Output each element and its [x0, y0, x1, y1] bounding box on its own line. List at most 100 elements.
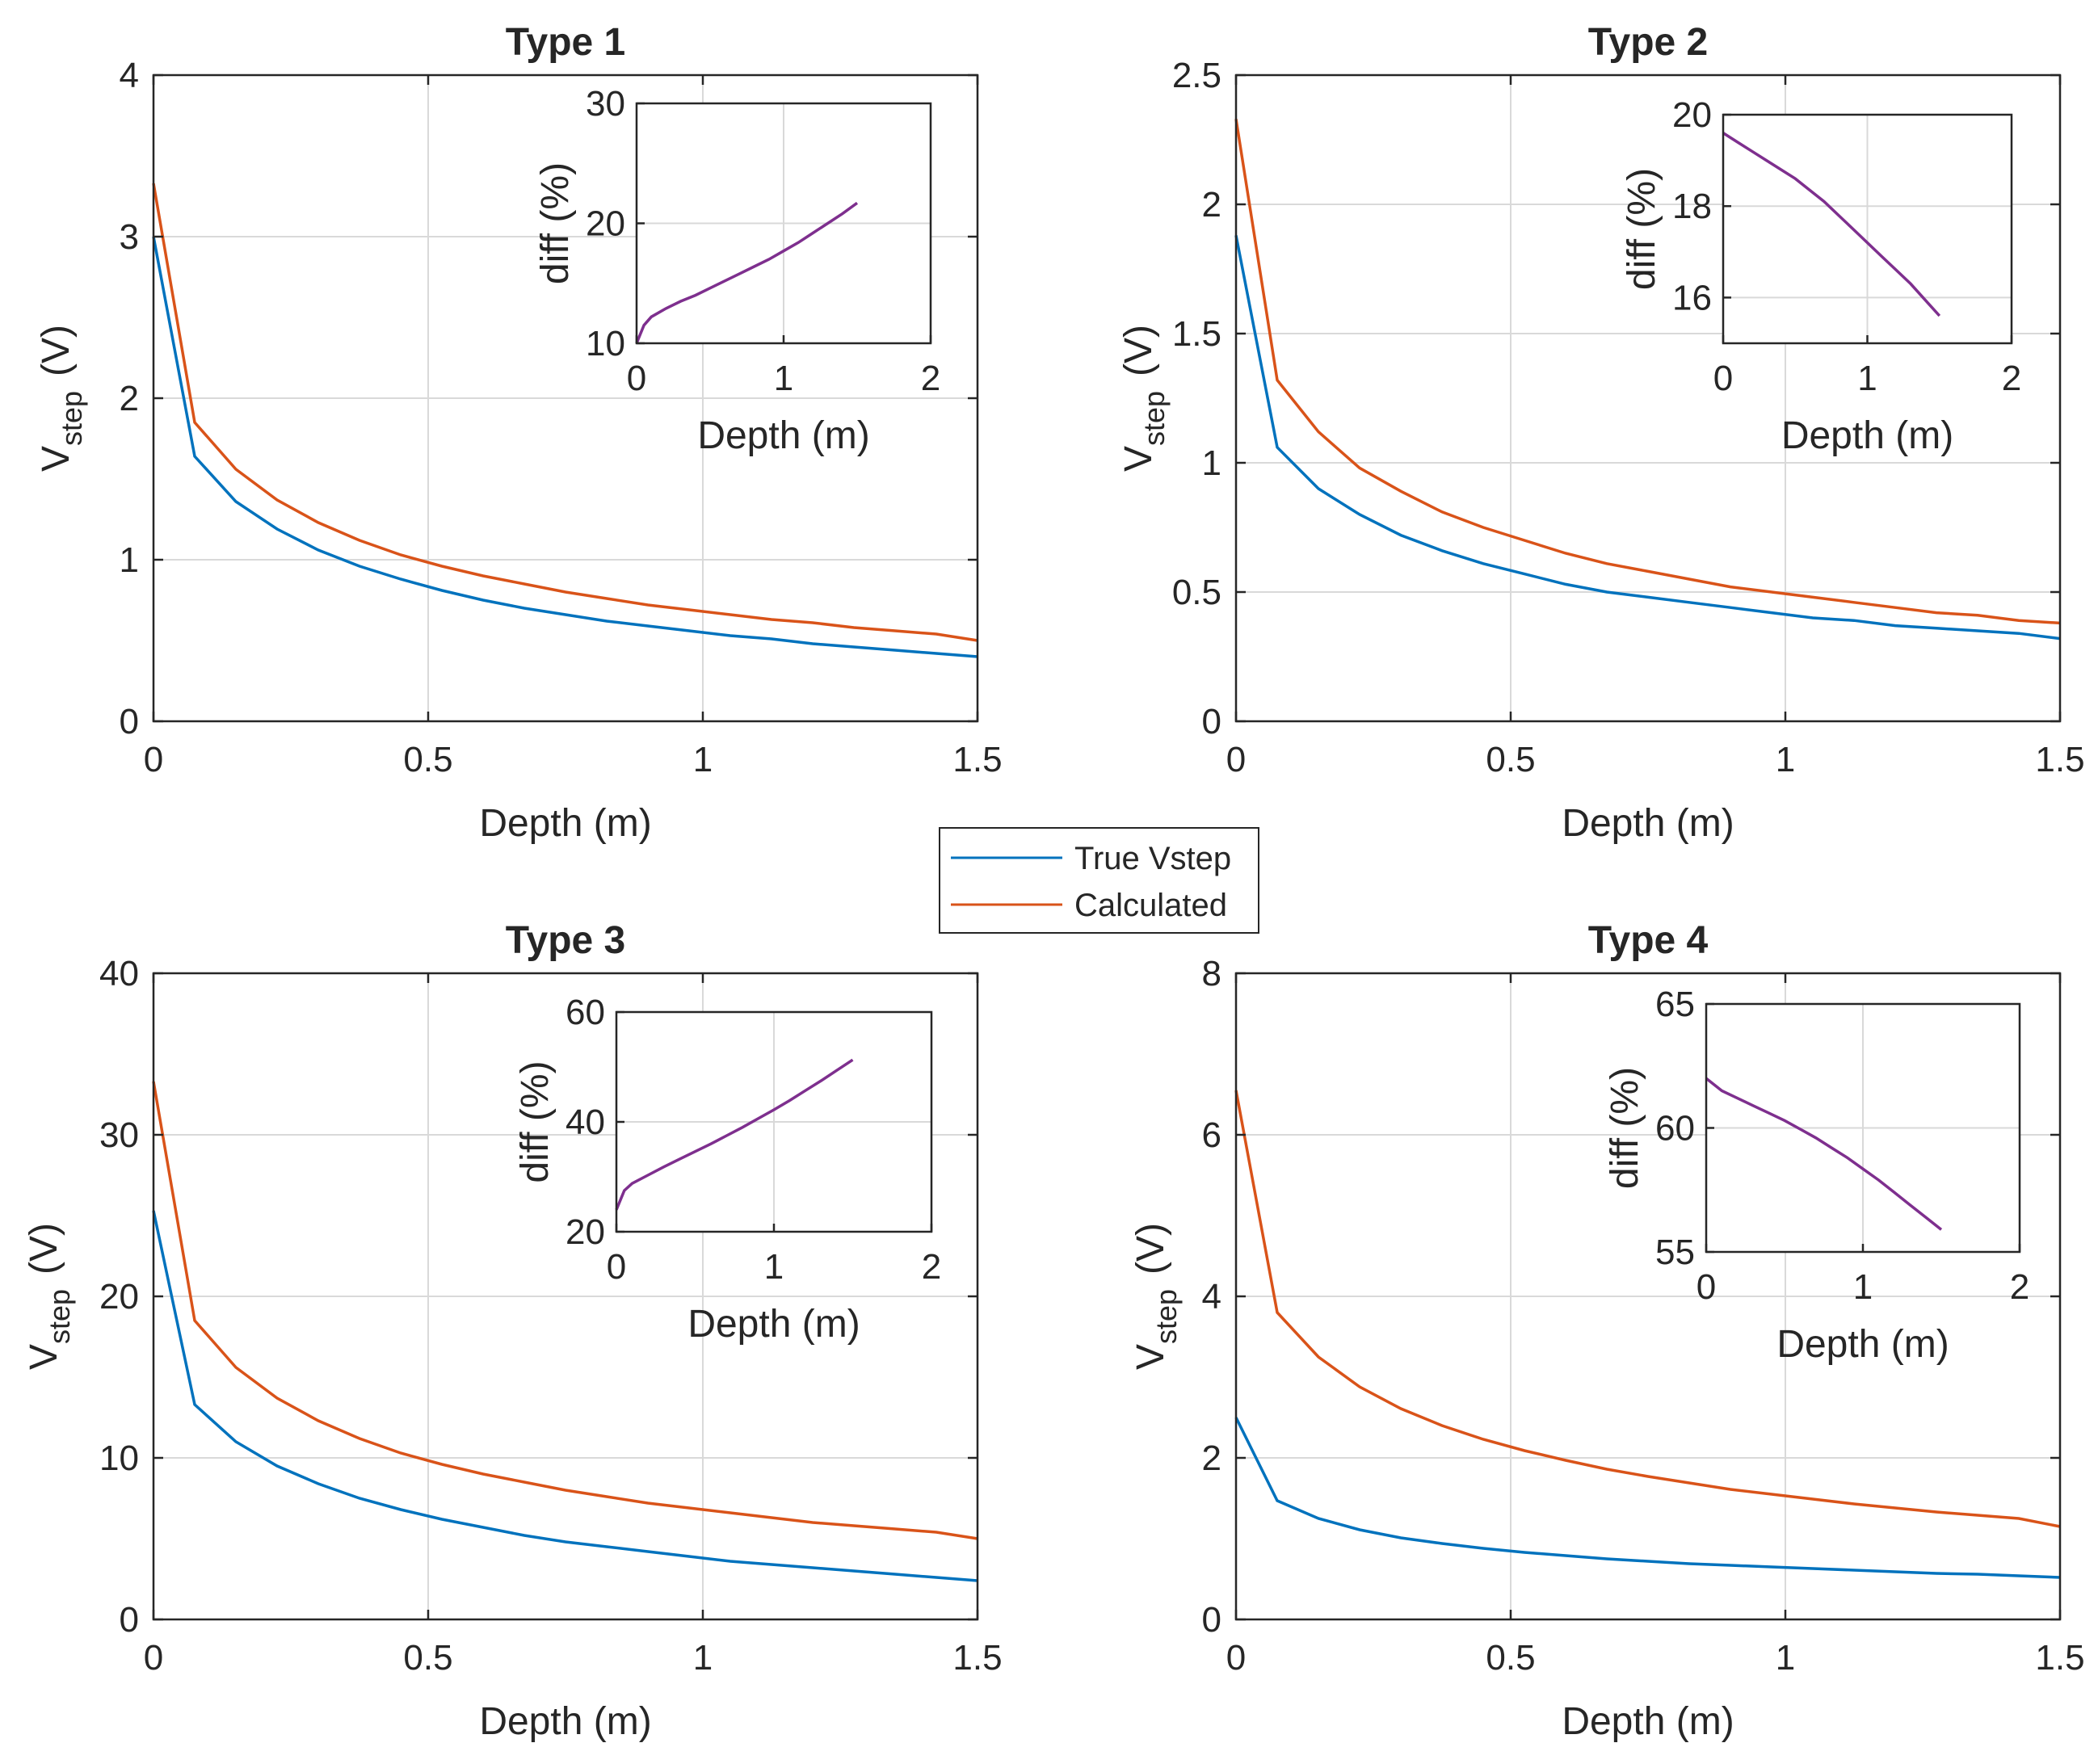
inset-chart: 0 1 2 20 40 60 Depth (m) diff (%): [514, 993, 941, 1346]
x-tick-label: 1.5: [2035, 740, 2084, 779]
inset-diff-line: [1722, 132, 1941, 317]
y-tick-label: 2: [1202, 1438, 1221, 1478]
x-tick-label: 0.5: [1486, 1638, 1535, 1678]
inset-y-axis-label: diff (%): [534, 162, 577, 284]
y-axis-label-sub: step: [1150, 1289, 1183, 1344]
y-tick-label: 4: [1202, 1277, 1221, 1317]
inset-y-tick-label: 20: [1672, 95, 1712, 135]
y-axis-label-main: V: [1117, 446, 1160, 472]
x-tick-label: 1: [1776, 1638, 1795, 1678]
y-axis-label-unit: (V): [35, 325, 78, 376]
chart-panel-4: 0 0.5 1 1.5 0 2 4 6 8 Type 4 Depth (m) Vstep (V) 0 1 2 5…: [1129, 919, 2085, 1743]
legend-label-true-vstep: True Vstep: [1074, 841, 1231, 876]
x-tick-label: 0.5: [403, 740, 452, 779]
inset-x-tick-label: 2: [2002, 359, 2021, 398]
y-axis-label-unit: (V): [1129, 1223, 1172, 1275]
legend-label-calculated: Calculated: [1074, 888, 1227, 923]
chart-panel-1: 0 0.5 1 1.5 0 1 2 3 4 Type 1 Depth (m) Vstep (V) 0 1 2 1…: [35, 21, 1003, 845]
y-axis-label: Vstep (V): [35, 325, 88, 472]
y-tick-label: 0: [1202, 702, 1221, 741]
inset-diff-line: [635, 201, 859, 344]
x-tick-label: 0.5: [403, 1638, 452, 1678]
series-line-calculated: [152, 1081, 978, 1540]
x-tick-label: 1.5: [2035, 1638, 2084, 1678]
inset-diff-line: [1705, 1077, 1943, 1231]
inset-x-tick-label: 1: [774, 359, 793, 398]
y-tick-label: 0.5: [1172, 573, 1221, 612]
y-tick-label: 30: [99, 1115, 139, 1155]
legend-box: [939, 827, 1259, 934]
inset-x-tick-label: 0: [1696, 1267, 1716, 1307]
inset-y-tick-label: 55: [1655, 1233, 1695, 1272]
x-axis-label: Depth (m): [1562, 802, 1734, 845]
series-line-true-vstep: [152, 1210, 978, 1582]
x-tick-label: 0: [1226, 740, 1246, 779]
x-axis-label: Depth (m): [1562, 1700, 1734, 1743]
y-tick-label: 20: [99, 1277, 139, 1317]
inset-x-axis-label: Depth (m): [1776, 1323, 1949, 1366]
inset-x-axis-label: Depth (m): [687, 1303, 860, 1346]
chart-title: Type 3: [506, 919, 626, 962]
series-line-calculated: [1234, 119, 2061, 625]
y-tick-label: 6: [1202, 1115, 1221, 1155]
series-line-true-vstep: [1234, 235, 2061, 640]
inset-chart: 0 1 2 55 60 65 Depth (m) diff (%): [1604, 985, 2029, 1366]
x-tick-label: 0.5: [1486, 740, 1535, 779]
inset-chart: 0 1 2 16 18 20 Depth (m) diff (%): [1621, 95, 2021, 457]
inset-y-tick-label: 20: [565, 1212, 605, 1252]
axes-box: [1234, 74, 2062, 723]
chart-title: Type 2: [1588, 21, 1709, 64]
inset-y-tick-label: 40: [565, 1102, 605, 1142]
x-axis-label: Depth (m): [479, 1700, 651, 1743]
inset-x-tick-label: 1: [1857, 359, 1877, 398]
series-line-true-vstep: [1234, 1417, 2061, 1579]
series-line-true-vstep: [152, 236, 978, 658]
inset-y-tick-label: 18: [1672, 187, 1712, 226]
legend: True Vstep Calculated: [939, 827, 1259, 934]
inset-y-axis-label: diff (%): [1604, 1067, 1646, 1189]
y-axis-label-main: V: [1129, 1344, 1172, 1370]
inset-x-tick-label: 2: [922, 1247, 941, 1287]
x-tick-label: 1.5: [952, 740, 1002, 779]
inset-x-tick-label: 1: [1853, 1267, 1873, 1307]
x-tick-label: 1: [693, 740, 713, 779]
inset-y-tick-label: 16: [1672, 278, 1712, 317]
y-tick-label: 40: [99, 954, 139, 993]
y-axis-label-sub: step: [1137, 391, 1171, 446]
y-tick-label: 1: [1202, 443, 1221, 483]
inset-x-tick-label: 2: [921, 359, 940, 398]
y-tick-label: 8: [1202, 954, 1221, 993]
y-tick-label: 2: [1202, 185, 1221, 225]
inset-x-tick-label: 0: [1713, 359, 1733, 398]
y-axis-label-sub: step: [55, 391, 88, 446]
y-axis-label: Vstep (V): [1117, 325, 1171, 472]
y-tick-label: 2: [120, 379, 139, 418]
chart-panel-3: 0 0.5 1 1.5 0 10 20 30 40 Type 3 Depth (m) Vstep(V)…: [23, 919, 1003, 1743]
inset-y-tick-label: 30: [586, 84, 625, 124]
inset-x-tick-label: 2: [2010, 1267, 2029, 1307]
y-tick-label: 0: [120, 702, 139, 741]
inset-x-tick-label: 1: [764, 1247, 784, 1287]
y-tick-label: 2.5: [1172, 56, 1221, 95]
x-tick-label: 1: [1776, 740, 1795, 779]
y-axis-label-main: V: [35, 446, 78, 472]
y-tick-label: 1.5: [1172, 314, 1221, 354]
inset-chart: 0 1 2 10 20 30 Depth (m) diff (%): [534, 84, 940, 457]
inset-x-axis-label: Depth (m): [697, 414, 869, 457]
y-tick-label: 10: [99, 1438, 139, 1478]
y-axis-label: Vstep (V): [1129, 1223, 1183, 1370]
x-tick-label: 0: [1226, 1638, 1246, 1678]
inset-x-tick-label: 0: [607, 1247, 626, 1287]
x-tick-label: 1.5: [952, 1638, 1002, 1678]
y-tick-label: 3: [120, 217, 139, 257]
y-axis-label-unit: (V): [1117, 325, 1160, 376]
inset-y-tick-label: 10: [586, 324, 625, 363]
y-axis-label: Vstep (V): [23, 1223, 76, 1370]
y-tick-label: 0: [120, 1600, 139, 1640]
inset-y-tick-label: 60: [1655, 1109, 1695, 1149]
y-tick-label: 4: [120, 56, 139, 95]
chart-title: Type 1: [506, 21, 626, 64]
chart-title: Type 4: [1588, 919, 1709, 962]
